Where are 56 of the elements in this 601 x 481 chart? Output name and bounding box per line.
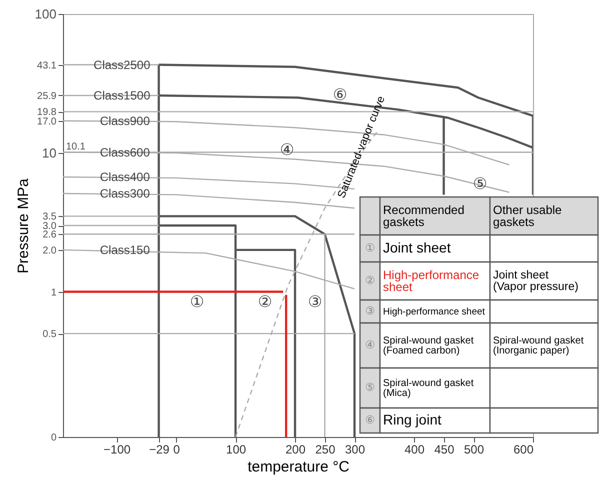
annotation: Spiral-wound gasket (Inorganic paper) <box>493 336 584 356</box>
x-tick-label: 450 <box>434 442 455 456</box>
y-tick-label: 43.1 <box>37 60 57 72</box>
x-tick-label: 600 <box>513 442 534 456</box>
y-tick-label: 19.8 <box>37 107 57 118</box>
annotation: ② <box>258 292 272 311</box>
annotation: Spiral-wound gasket (Mica) <box>383 378 474 399</box>
annotation: ⑥ <box>332 85 348 104</box>
annotation: ② <box>365 274 376 287</box>
y-tick-label: 3.0 <box>42 221 57 232</box>
annotation: Spiral-wound gasket (Foamed carbon) <box>383 336 474 356</box>
x-tick-label: 500 <box>464 442 484 456</box>
x-tick-label: 400 <box>404 442 425 456</box>
x-tick-label: −29 <box>149 442 170 456</box>
annotation: High-performance sheet <box>383 306 486 318</box>
y-tick-label: 2.6 <box>42 230 57 241</box>
y-tick-label: 17.0 <box>37 116 57 128</box>
y-tick-label: 1 <box>50 287 57 298</box>
x-tick-label: 0 <box>173 442 180 456</box>
annotation: ⑤ <box>472 174 488 193</box>
y-axis-title: Pressure MPa <box>14 178 32 274</box>
annotation: ③ <box>365 304 376 318</box>
annotation: Class900 <box>100 114 150 128</box>
ref-line-label: 10.1 <box>66 141 86 152</box>
annotation: ③ <box>308 292 322 311</box>
annotation: Class400 <box>100 170 150 184</box>
annotation: Ring joint <box>383 412 442 428</box>
x-tick-label: 100 <box>226 442 246 456</box>
annotation: ① <box>365 242 376 254</box>
annotation: Class150 <box>100 242 150 257</box>
y-tick-label: 3.5 <box>42 212 57 223</box>
annotation: ④ <box>365 338 376 352</box>
x-tick-label: −100 <box>104 442 131 456</box>
annotation: ④ <box>280 140 294 159</box>
y-tick-label: 0 <box>50 432 57 444</box>
x-tick-label: 200 <box>286 442 306 456</box>
annotation: ① <box>190 292 204 311</box>
annotation: Other usable gaskets <box>493 203 562 229</box>
annotation: Joint sheet <box>383 240 451 256</box>
annotation: Class1500 <box>94 88 151 102</box>
annotation: Class2500 <box>94 58 151 72</box>
annotation: ⑥ <box>365 414 376 426</box>
annotation: Class600 <box>100 145 150 160</box>
annotation: Joint sheet (Vapor pressure) <box>493 269 579 293</box>
annotation: ⑤ <box>365 381 376 394</box>
x-tick-label: 250 <box>315 442 336 456</box>
annotation: Class300 <box>100 186 150 200</box>
x-tick-label: 300 <box>345 442 366 456</box>
annotation: High-performance sheet <box>383 268 480 294</box>
y-tick-label: 25.9 <box>37 90 57 102</box>
y-tick-label: 2.0 <box>42 245 57 256</box>
y-tick-label: 100 <box>34 6 56 22</box>
y-tick-label: 0.5 <box>42 329 57 340</box>
y-tick-label: 10 <box>42 145 56 160</box>
annotation: Recommended gaskets <box>383 203 464 229</box>
x-axis-title: temperature °C <box>248 458 350 476</box>
